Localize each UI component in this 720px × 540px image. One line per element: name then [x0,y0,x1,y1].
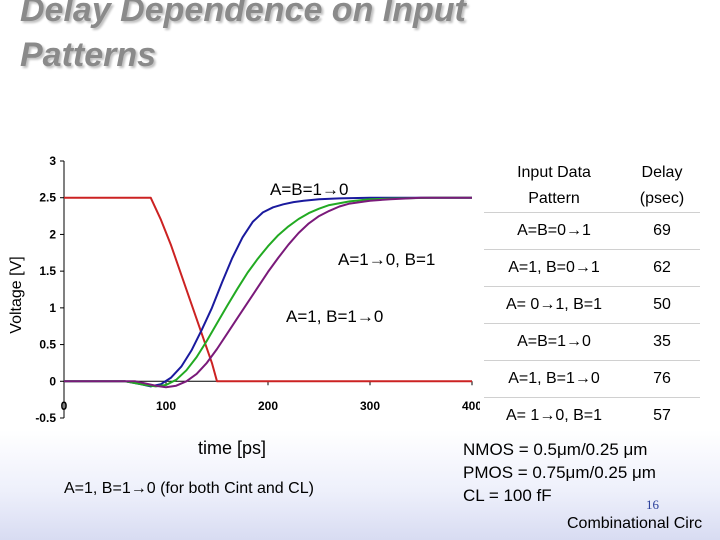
chart-series [64,196,472,389]
pattern-cell: A= 0→1, B=1 [484,286,624,324]
y-tick-label: 1.5 [39,264,56,278]
pmos-spec: PMOS = 0.75μm/0.25 μm [463,463,656,482]
pattern-cell: A=B=0→1 [484,212,624,250]
x-tick-label: 100 [156,399,176,413]
chart-axes: 3 2.5 2 1.5 1 0.5 0 -0.5 0 100 200 300 400 [35,154,480,425]
page-number: 16 [646,497,659,512]
header-delay: Delay (psec) [624,160,700,213]
table-row: A=B=0→1 69 [484,212,700,250]
y-tick-label: 2 [49,227,56,241]
delay-cell: 76 [624,360,700,398]
transistor-specs: NMOS = 0.5μm/0.25 μm PMOS = 0.75μm/0.25 … [463,438,656,507]
y-tick-label: 1 [49,301,56,315]
delay-cell: 69 [624,212,700,250]
delay-cell: 35 [624,323,700,361]
footer-gradient [0,430,720,540]
y-tick-label: -0.5 [35,411,56,425]
slide-title: Delay Dependence on Input Patterns [20,0,466,78]
y-axis-label: Voltage [V] [8,256,25,334]
series-line-ab10 [64,196,472,388]
footer-text: Combinational Circ [567,515,703,532]
x-tick-label: 300 [360,399,380,413]
header-pattern-line-1: Input Data [517,164,591,181]
delay-cell: 57 [653,407,671,424]
series-line-input [64,196,472,383]
table-row: A= 1→0, B=1 57 [484,398,700,435]
header-pattern-line-2: Pattern [528,190,580,207]
y-tick-label: 2.5 [39,191,56,205]
y-tick-label: 0.5 [39,338,56,352]
table-header-row: Input Data Pattern Delay (psec) [484,160,700,213]
header-delay-line-2: (psec) [639,190,685,207]
x-axis-label: time [ps] [198,438,267,458]
title-line-1: Delay Dependence on Input [20,0,466,29]
pattern-cell: A= 1→0, B=1 [505,407,603,424]
series-line-a1b10 [64,196,472,389]
table-row: A=1, B=0→1 62 [484,249,700,287]
delay-cell: 62 [624,249,700,287]
y-axis-label-wrap: Voltage [V] [2,200,32,390]
x-tick-label: 0 [61,399,68,413]
annotation-a-1-b-1-0: A=1, B=1→0 [286,307,384,326]
x-tick-label: 200 [258,399,278,413]
voltage-time-chart: 3 2.5 2 1.5 1 0.5 0 -0.5 0 100 200 300 400 [35,154,480,425]
header-delay-line-1: Delay [641,164,683,181]
y-tick-label: 0 [49,374,56,388]
table-row: A=1, B=1→0 76 [484,360,700,398]
pattern-cell: A=1, B=1→0 [484,360,624,398]
title-line-2: Patterns [20,36,157,74]
series-line-a10b1 [64,196,472,388]
load-cap-spec: CL = 100 fF [463,486,552,505]
annotation-a-1-0-b-1: A=1→0, B=1 [338,250,436,269]
pattern-cell: A=1, B=0→1 [484,249,624,287]
y-tick-label: 3 [49,154,56,168]
delay-table: Input Data Pattern Delay (psec) A=B=0→1 … [484,160,700,434]
delay-cell: 50 [624,286,700,324]
nmos-spec: NMOS = 0.5μm/0.25 μm [463,440,648,459]
table-row: A= 0→1, B=1 50 [484,286,700,324]
x-tick-label: 400 [462,399,480,413]
chart-caption: A=1, B=1→0 (for both Cint and CL) [64,480,314,497]
pattern-cell: A=B=1→0 [484,323,624,361]
header-input-pattern: Input Data Pattern [484,160,624,213]
annotation-ab-1-0: A=B=1→0 [270,180,349,199]
table-row: A=B=1→0 35 [484,323,700,361]
